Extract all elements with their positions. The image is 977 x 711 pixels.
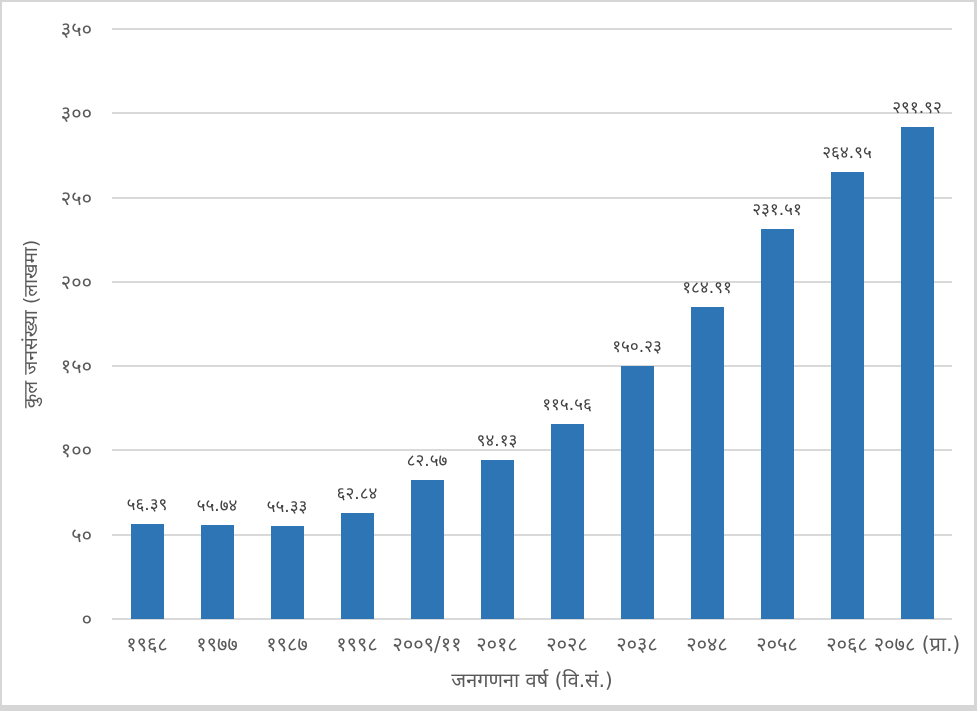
bar-value-label: २६४.९५ xyxy=(822,143,872,164)
bar xyxy=(200,525,234,619)
x-tick-label: २०५८ xyxy=(756,632,798,656)
x-tick-label: २०६८ xyxy=(826,632,868,656)
x-tick-label: २०७८ (प्रा.) xyxy=(873,632,961,656)
bar xyxy=(410,479,444,619)
y-tick-label: २०० xyxy=(60,269,92,294)
gridline-100 xyxy=(112,449,952,452)
bar-value-label: १८४.९१ xyxy=(682,278,732,299)
y-tick-label: १५० xyxy=(60,354,92,379)
bar-value-label: ६२.८४ xyxy=(336,484,378,505)
x-tick-label: १९८७ xyxy=(266,632,308,656)
bar xyxy=(620,365,654,619)
x-tick-label: २०२८ xyxy=(546,632,588,656)
gridline-0 xyxy=(112,618,952,620)
x-tick-label: १९७७ xyxy=(196,632,238,656)
gridline-150 xyxy=(112,365,952,368)
gridline-200 xyxy=(112,280,952,283)
x-tick-label: २०३८ xyxy=(616,632,658,656)
bar-value-label: ८२.५७ xyxy=(406,450,448,471)
gridline-250 xyxy=(112,196,952,199)
bar xyxy=(550,424,584,619)
y-tick-label: १०० xyxy=(60,438,92,463)
y-tick-label: ३५० xyxy=(60,17,92,41)
x-tick-label: २००९/११ xyxy=(392,632,462,656)
bar xyxy=(830,172,864,619)
bar xyxy=(130,523,164,619)
bar-value-label: ५६.३९ xyxy=(126,494,168,515)
gridline-50 xyxy=(112,533,952,536)
y-tick-label: ० xyxy=(81,607,92,631)
bar-value-label: २३१.५१ xyxy=(752,199,802,220)
x-tick-label: २०१८ xyxy=(476,632,518,656)
gridline-300 xyxy=(112,112,952,115)
gridline-350 xyxy=(112,28,952,30)
y-axis-title: कुल जनसंख्या (लाखमा) xyxy=(20,239,42,409)
bar-value-label: ९४.१३ xyxy=(476,431,518,452)
bar xyxy=(480,460,514,619)
x-tick-label: १९९८ xyxy=(336,632,378,656)
bar xyxy=(690,307,724,619)
y-tick-label: ३०० xyxy=(60,101,92,126)
bar-value-label: २९१.९२ xyxy=(892,97,942,118)
bar xyxy=(340,513,374,619)
bar xyxy=(900,126,934,619)
bar-value-label: ११५.५६ xyxy=(542,395,592,416)
x-tick-label: १९६८ xyxy=(126,632,168,656)
x-tick-label: २०४८ xyxy=(686,632,728,656)
bar-value-label: ५५.७४ xyxy=(196,496,238,517)
bar-value-label: ५५.३३ xyxy=(266,496,308,517)
bar xyxy=(760,228,794,619)
y-tick-label: ५० xyxy=(71,522,92,547)
bar xyxy=(270,525,304,619)
x-axis-title: जनगणना वर्ष (वि.सं.) xyxy=(451,668,613,692)
bar-value-label: १५०.२३ xyxy=(612,336,662,357)
y-tick-label: २५० xyxy=(60,185,92,210)
